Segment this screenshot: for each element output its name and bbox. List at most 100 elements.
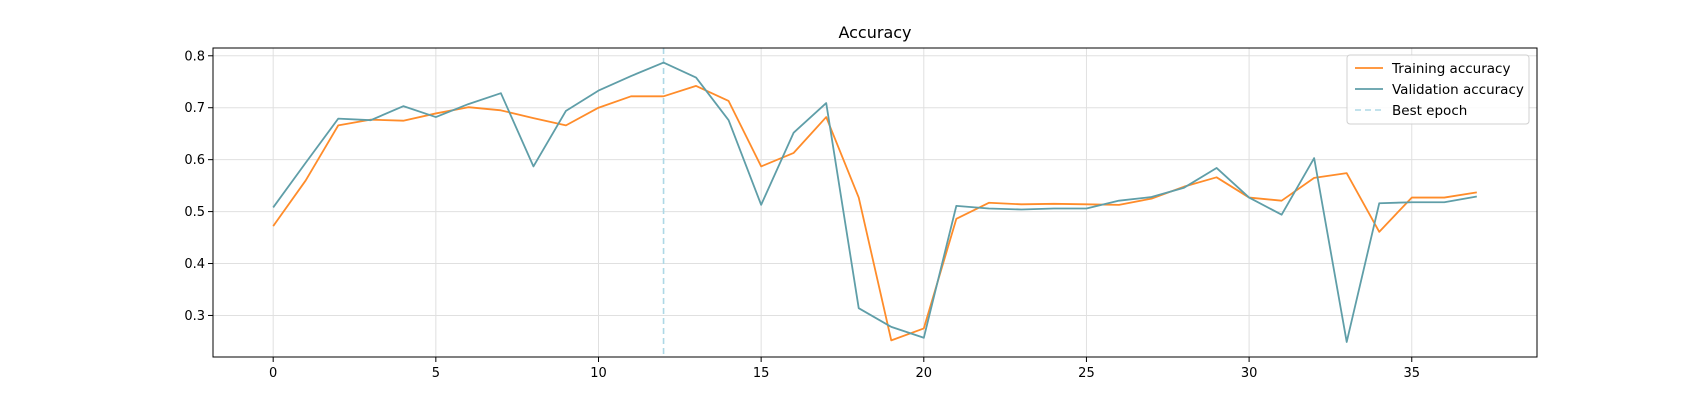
training-accuracy-point — [760, 165, 762, 167]
validation-accuracy-point — [792, 131, 794, 133]
training-accuracy-point — [1411, 196, 1413, 198]
training-accuracy-point — [1215, 176, 1217, 178]
legend-label: Best epoch — [1392, 103, 1467, 119]
validation-accuracy-point — [1280, 214, 1282, 216]
y-tick-label: 0.5 — [184, 205, 205, 220]
training-accuracy-point — [630, 95, 632, 97]
chart-title: Accuracy — [838, 23, 911, 42]
x-tick-label: 5 — [432, 366, 440, 381]
validation-accuracy-point — [1085, 207, 1087, 209]
x-tick-label: 15 — [753, 366, 770, 381]
axes — [208, 47, 1538, 362]
training-accuracy-point — [727, 100, 729, 102]
validation-accuracy-point — [695, 76, 697, 78]
validation-accuracy-point — [727, 119, 729, 121]
training-accuracy-point — [305, 179, 307, 181]
validation-accuracy-point — [1313, 157, 1315, 159]
validation-accuracy-point — [1476, 195, 1478, 197]
training-accuracy-point — [923, 327, 925, 329]
training-accuracy-point — [1020, 203, 1022, 205]
validation-accuracy-point — [662, 61, 664, 63]
training-accuracy-point — [435, 112, 437, 114]
x-tick-label: 10 — [590, 366, 607, 381]
validation-accuracy-point — [760, 204, 762, 206]
training-accuracy-point — [890, 339, 892, 341]
x-tick-label: 25 — [1078, 366, 1095, 381]
training-accuracy-point — [1085, 203, 1087, 205]
validation-accuracy-point — [630, 75, 632, 77]
training-accuracy-point — [565, 124, 567, 126]
validation-accuracy-point — [1150, 196, 1152, 198]
validation-accuracy-point — [370, 119, 372, 121]
training-accuracy-point — [1118, 204, 1120, 206]
training-accuracy-point — [955, 218, 957, 220]
training-accuracy-point — [1053, 203, 1055, 205]
legend-box — [1346, 54, 1530, 125]
validation-accuracy-point — [1248, 196, 1250, 198]
training-accuracy-point — [532, 117, 534, 119]
validation-accuracy-point — [1215, 167, 1217, 169]
validation-accuracy-point — [1020, 208, 1022, 210]
training-accuracy-point — [858, 196, 860, 198]
training-accuracy-point — [1443, 196, 1445, 198]
y-tick-label: 0.7 — [184, 101, 205, 116]
validation-accuracy-point — [532, 165, 534, 167]
training-accuracy-point — [1378, 231, 1380, 233]
training-accuracy-point — [825, 116, 827, 118]
validation-accuracy-line — [272, 61, 1477, 343]
validation-accuracy-point — [890, 326, 892, 328]
validation-accuracy-point — [435, 116, 437, 118]
y-tick-label: 0.4 — [184, 257, 205, 272]
validation-accuracy-point — [597, 89, 599, 91]
training-accuracy-point — [662, 95, 664, 97]
validation-accuracy-point — [1411, 201, 1413, 203]
validation-accuracy-point — [1183, 186, 1185, 188]
series-layer — [272, 61, 1478, 343]
training-accuracy-point — [1313, 177, 1315, 179]
validation-accuracy-point — [955, 205, 957, 207]
training-accuracy-point — [1476, 191, 1478, 193]
training-accuracy-point — [597, 107, 599, 109]
training-accuracy-point — [1345, 172, 1347, 174]
validation-accuracy-point — [1345, 341, 1347, 343]
validation-accuracy-point — [337, 117, 339, 119]
validation-accuracy-point — [467, 103, 469, 105]
training-accuracy-point — [337, 124, 339, 126]
x-tick-label: 0 — [269, 366, 277, 381]
training-accuracy-point — [402, 120, 404, 122]
legend: Training accuracy Validation accuracy Best… — [1346, 54, 1530, 125]
x-tick-label: 35 — [1403, 366, 1420, 381]
training-accuracy-point — [500, 109, 502, 111]
tick-labels: 0 5 10 15 20 25 30 35 0.3 0.4 0.5 0.6 0.7 0.8 — [184, 49, 1420, 381]
validation-accuracy-point — [923, 337, 925, 339]
validation-accuracy-point — [1118, 199, 1120, 201]
legend-label: Training accuracy — [1391, 61, 1510, 77]
plot-frame — [212, 47, 1538, 358]
training-accuracy-line — [272, 85, 1477, 342]
training-accuracy-point — [695, 85, 697, 87]
training-accuracy-point — [792, 152, 794, 154]
y-tick-label: 0.3 — [184, 309, 205, 324]
training-accuracy-point — [988, 202, 990, 204]
validation-accuracy-point — [858, 307, 860, 309]
legend-label: Validation accuracy — [1392, 82, 1524, 98]
validation-accuracy-point — [272, 206, 274, 208]
grid-lines — [213, 48, 1537, 357]
validation-accuracy-point — [565, 110, 567, 112]
training-accuracy-point — [272, 225, 274, 227]
validation-accuracy-point — [988, 207, 990, 209]
validation-accuracy-point — [402, 105, 404, 107]
x-tick-label: 30 — [1241, 366, 1258, 381]
x-tick-label: 20 — [916, 366, 933, 381]
validation-accuracy-point — [1378, 202, 1380, 204]
y-tick-label: 0.8 — [184, 49, 205, 64]
training-accuracy-point — [1280, 199, 1282, 201]
validation-accuracy-point — [500, 92, 502, 94]
validation-accuracy-point — [1053, 207, 1055, 209]
validation-accuracy-point — [825, 102, 827, 104]
validation-accuracy-point — [1443, 201, 1445, 203]
training-accuracy-point — [467, 106, 469, 108]
validation-accuracy-point — [305, 162, 307, 164]
